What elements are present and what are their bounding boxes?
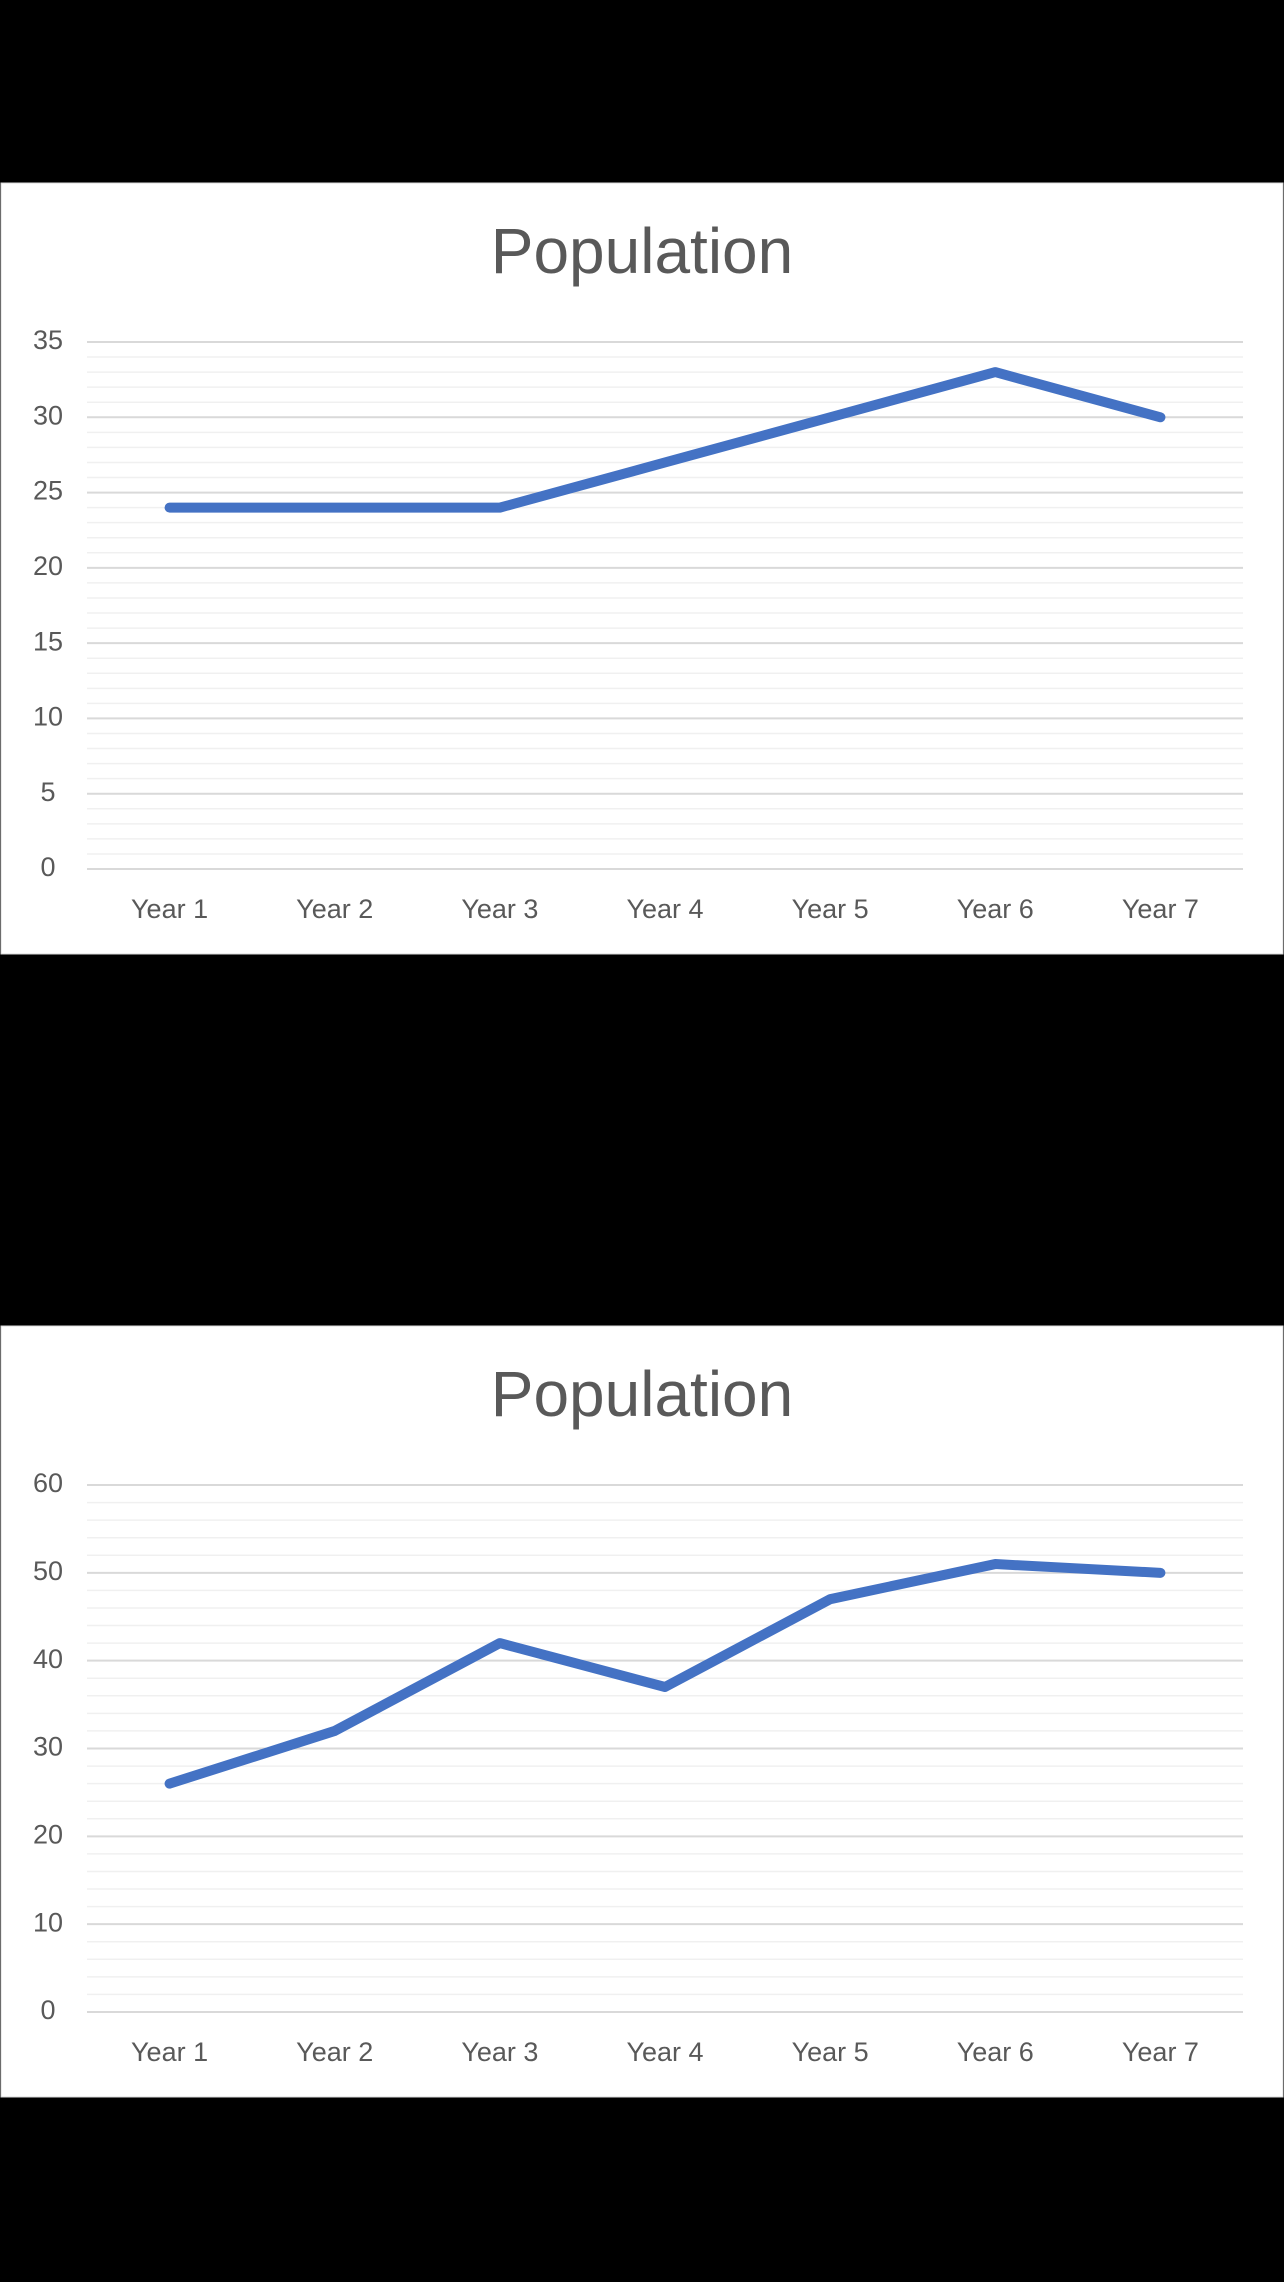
data-line — [164, 1559, 1166, 1789]
x-tick-label: Year 5 — [792, 2037, 869, 2067]
y-tick-label: 35 — [33, 325, 63, 355]
x-tick-label: Year 1 — [131, 894, 208, 924]
x-tick-label: Year 1 — [131, 2037, 208, 2067]
y-tick-label: 40 — [33, 1644, 63, 1674]
x-tick-label: Year 7 — [1122, 894, 1199, 924]
chart-title: Population — [491, 215, 793, 287]
chart-title: Population — [491, 1358, 793, 1430]
data-line — [164, 367, 1166, 513]
y-tick-label: 10 — [33, 702, 63, 732]
y-tick-label: 5 — [40, 777, 55, 807]
y-tick-label: 20 — [33, 1819, 63, 1849]
y-tick-label: 20 — [33, 551, 63, 581]
x-tick-label: Year 3 — [461, 2037, 538, 2067]
y-tick-label: 10 — [33, 1907, 63, 1937]
y-tick-label: 50 — [33, 1556, 63, 1586]
x-tick-label: Year 6 — [957, 2037, 1034, 2067]
y-tick-label: 15 — [33, 626, 63, 656]
x-tick-label: Year 4 — [626, 2037, 703, 2067]
y-tick-label: 30 — [33, 1732, 63, 1762]
y-tick-label: 0 — [40, 852, 55, 882]
x-tick-label: Year 2 — [296, 2037, 373, 2067]
x-tick-label: Year 4 — [626, 894, 703, 924]
y-tick-label: 60 — [33, 1468, 63, 1498]
x-tick-label: Year 5 — [792, 894, 869, 924]
y-tick-label: 0 — [40, 1995, 55, 2025]
chart-panel — [0, 1325, 1284, 2098]
y-tick-label: 30 — [33, 400, 63, 430]
x-tick-label: Year 6 — [957, 894, 1034, 924]
x-tick-label: Year 3 — [461, 894, 538, 924]
y-tick-label: 25 — [33, 476, 63, 506]
x-tick-label: Year 2 — [296, 894, 373, 924]
x-tick-label: Year 7 — [1122, 2037, 1199, 2067]
